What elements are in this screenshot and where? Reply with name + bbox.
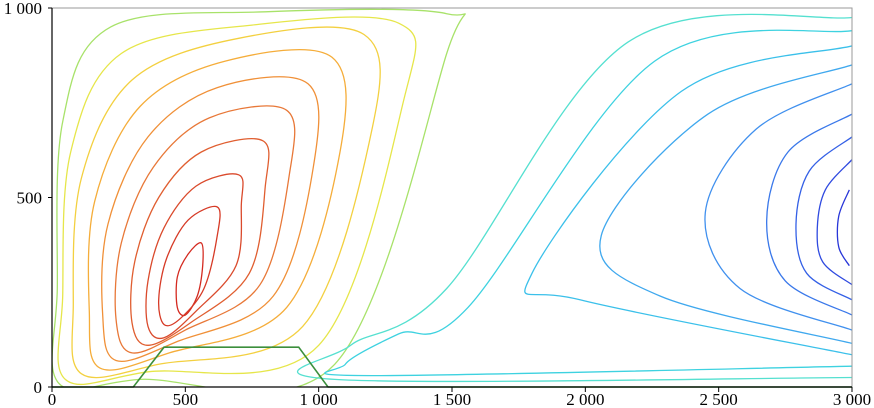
contour-lines — [52, 8, 852, 387]
y-tick-label: 500 — [17, 189, 43, 208]
contour-line-left-vortex-3 — [145, 173, 244, 340]
contour-line-left-vortex-4 — [130, 138, 270, 346]
x-tick-label: 3 000 — [833, 390, 871, 408]
x-tick-label: 2 000 — [566, 390, 604, 408]
contour-line-left-vortex-6 — [101, 76, 320, 363]
contour-line-right-vortex-2 — [816, 159, 852, 286]
contour-line-right-vortex-8 — [324, 29, 852, 377]
contour-line-left-vortex-7 — [87, 48, 347, 371]
contour-line-right-vortex-1 — [836, 189, 850, 267]
y-axis-ticks: 0 500 1 000 — [4, 0, 52, 397]
plot-frame — [51, 7, 853, 388]
x-tick-label: 500 — [173, 390, 199, 408]
contour-line-left-vortex-2 — [157, 205, 221, 327]
x-axis-ticks: 0 500 1 000 1 500 2 000 2 500 3 000 — [48, 387, 871, 408]
contour-line-right-vortex-5 — [704, 83, 852, 331]
contour-line-left-vortex-1 — [175, 242, 204, 317]
x-tick-label: 2 500 — [700, 390, 738, 408]
contour-line-right-vortex-3 — [795, 136, 852, 301]
contour-line-right-vortex-9 — [297, 13, 852, 383]
contour-line-left-vortex-8 — [71, 26, 381, 379]
contour-line-right-vortex-4 — [766, 113, 852, 316]
contour-line-left-vortex-10 — [52, 8, 466, 387]
y-tick-label: 0 — [34, 378, 43, 397]
x-tick-label: 0 — [48, 390, 57, 408]
contour-line-left-vortex-9 — [57, 16, 417, 386]
contour-line-right-vortex-7 — [524, 45, 852, 356]
contour-line-left-vortex-5 — [114, 105, 296, 354]
contour-line-right-vortex-6 — [599, 64, 852, 345]
y-tick-label: 1 000 — [4, 0, 42, 18]
x-tick-label: 1 500 — [433, 390, 471, 408]
x-tick-label: 1 000 — [300, 390, 338, 408]
